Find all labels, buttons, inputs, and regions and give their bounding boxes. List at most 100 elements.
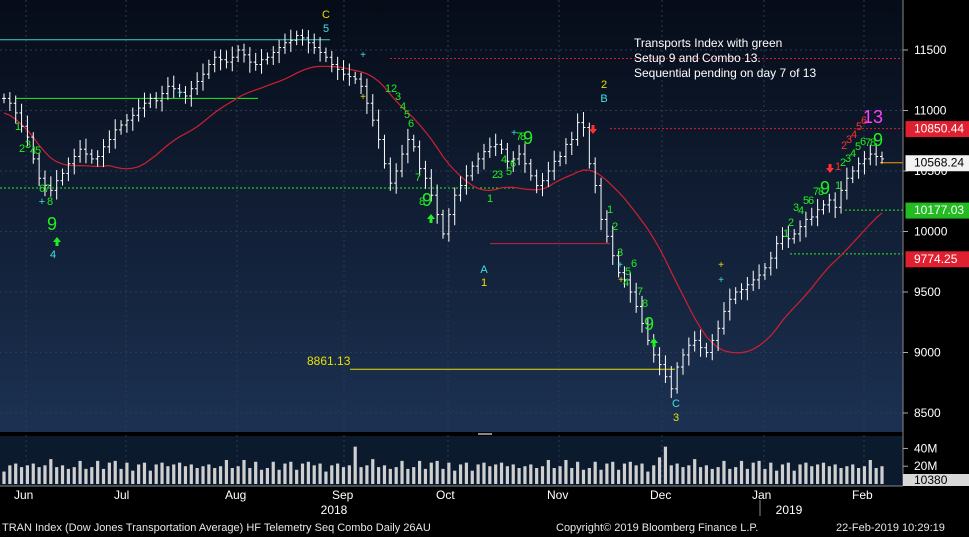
volume-bar <box>306 461 310 484</box>
volume-bar <box>798 464 802 484</box>
x-year-label: 2019 <box>776 503 803 517</box>
volume-bar <box>166 466 170 484</box>
volume-bar <box>19 467 24 484</box>
td-count-label: 3 <box>793 202 799 214</box>
td-count-label: 1 <box>607 204 613 216</box>
volume-bar <box>96 460 100 484</box>
volume-bar <box>25 465 30 484</box>
td-count-label: + <box>718 275 724 286</box>
volume-bar <box>722 460 726 484</box>
td-count-label: B <box>600 93 607 105</box>
td-count-label: 5 <box>625 266 631 278</box>
td-count-label: 6 <box>510 158 516 170</box>
up-arrow-icon <box>650 338 658 347</box>
volume-bar <box>570 468 574 484</box>
td-count-label: 9 <box>523 128 533 148</box>
volume-tick-label: 40M <box>914 441 937 455</box>
volume-bar <box>435 460 439 484</box>
volume-bar <box>517 468 521 484</box>
volume-bar <box>236 466 240 484</box>
volume-bar <box>265 468 269 484</box>
x-tick-label: Oct <box>436 488 455 502</box>
volume-bar <box>382 465 387 484</box>
volume-bar <box>704 465 708 484</box>
volume-bar <box>652 465 656 484</box>
footer-copyright: Copyright© 2019 Bloomberg Finance L.P. <box>556 522 759 534</box>
volume-last-label: 10380 <box>914 473 948 487</box>
volume-bar <box>283 463 287 484</box>
volume-bar <box>529 464 533 484</box>
y-tick-label: 8500 <box>914 406 941 420</box>
td-count-label: 3 <box>846 134 852 146</box>
td-count-label: 1 <box>487 193 493 205</box>
td-count-label: 4 <box>501 154 507 166</box>
volume-bar <box>242 460 246 484</box>
volume-bar <box>535 468 539 484</box>
volume-bar <box>365 465 369 484</box>
volume-bar <box>880 466 884 484</box>
td-count-label: 7 <box>813 186 819 198</box>
td-count-label: 8 <box>642 298 648 310</box>
volume-bar <box>617 469 621 484</box>
volume-bar <box>84 468 88 484</box>
volume-bar <box>587 468 591 484</box>
up-arrow-icon <box>427 214 435 223</box>
volume-bar <box>581 469 586 484</box>
td-count-label: 3 <box>673 412 679 424</box>
up-arrow-icon <box>53 237 61 246</box>
reference-lines <box>0 39 903 370</box>
td-count-label: 4 <box>623 277 629 289</box>
price-tag-label: 10568.24 <box>914 156 964 170</box>
volume-bar <box>90 467 94 484</box>
td-count-label: + <box>39 196 45 208</box>
volume-bar <box>482 462 486 484</box>
td-count-label: 1 <box>481 277 487 289</box>
volume-bar <box>505 466 509 484</box>
volume-bar <box>441 468 445 484</box>
volume-bar <box>488 466 492 484</box>
volume-bar <box>371 459 375 484</box>
volume-bar <box>687 465 691 484</box>
td-count-label: 2 <box>841 140 847 152</box>
y-tick-label: 10000 <box>914 225 948 239</box>
volume-bar <box>154 464 158 484</box>
volume-bar <box>259 469 264 484</box>
volume-bar <box>716 467 720 484</box>
td-count-label: 3 <box>497 169 503 181</box>
volume-bar <box>312 465 316 484</box>
x-tick-label: Nov <box>547 488 568 502</box>
td-count-label: 6 <box>861 115 867 127</box>
volume-bar <box>523 466 527 484</box>
td-count-label: 4 <box>50 249 56 261</box>
volume-bar <box>31 463 35 484</box>
td-count-label: + <box>360 92 366 103</box>
td-count-label: 1 <box>15 121 21 133</box>
footer-timestamp: 22-Feb-2019 10:29:19 <box>836 522 945 534</box>
panel-splitter-handle[interactable] <box>478 433 492 435</box>
y-tick-label: 11000 <box>914 104 947 118</box>
td-count-label: C <box>672 398 680 410</box>
td-count-label: 13 <box>863 107 883 127</box>
volume-bar <box>218 466 223 484</box>
td-count-label: 7 <box>637 286 643 298</box>
volume-bar <box>101 468 106 484</box>
volume-bar <box>359 467 363 484</box>
volume-bar <box>148 470 152 484</box>
td-count-label: 5 <box>323 23 329 35</box>
volume-bar <box>734 467 738 484</box>
price-tag-label: 9774.25 <box>914 252 958 266</box>
volume-bar <box>868 460 872 484</box>
volume-bar <box>710 468 714 484</box>
volume-tick-label: 20M <box>914 459 937 473</box>
volume-bar <box>195 468 199 484</box>
volume-bar <box>201 466 205 484</box>
td-count-label: 6 <box>808 195 814 207</box>
td-count-label: A <box>480 264 488 276</box>
volume-bar <box>464 462 469 484</box>
td-count-label: 8 <box>520 131 526 143</box>
x-tick-label: Jul <box>114 488 129 502</box>
x-tick-label: Jun <box>14 488 33 502</box>
td-count-label: 1 <box>835 161 841 173</box>
